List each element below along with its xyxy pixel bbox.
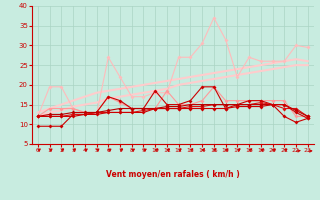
X-axis label: Vent moyen/en rafales ( km/h ): Vent moyen/en rafales ( km/h ) [106, 170, 240, 179]
